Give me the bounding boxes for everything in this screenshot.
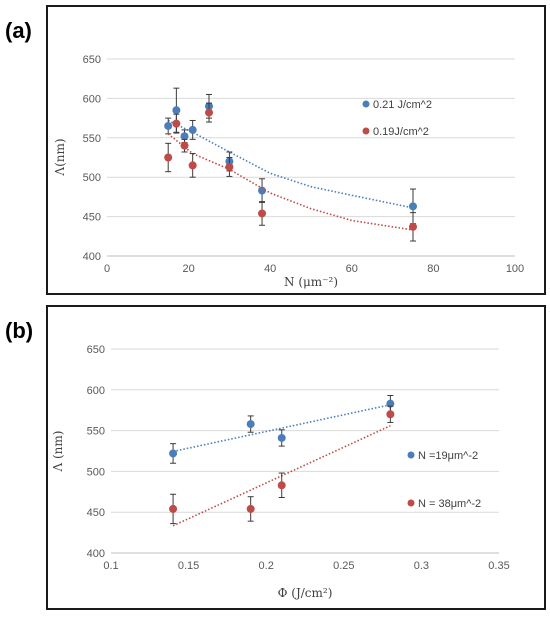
y-tick-label-a-1: 450 (83, 212, 101, 224)
data-point-a-1-3 (188, 161, 197, 170)
y-axis-title-a: Λ(nm) (53, 138, 67, 176)
x-tick-label-b-0: 0.1 (103, 560, 118, 572)
x-tick-label-a-5: 100 (506, 263, 524, 275)
data-point-a-0-7 (409, 202, 417, 211)
x-tick-label-a-1: 20 (182, 263, 194, 275)
y-tick-label-a-0: 400 (83, 251, 101, 263)
trendline-a-0 (167, 119, 414, 209)
data-point-a-1-2 (180, 141, 189, 150)
x-tick-label-b-5: 0.35 (488, 560, 509, 572)
data-point-b-1-0 (169, 504, 178, 513)
y-tick-label-b-3: 550 (87, 426, 105, 438)
data-point-a-1-4 (205, 108, 213, 117)
x-tick-label-b-1: 0.15 (178, 560, 199, 572)
legend-label-a-0: 0.21 J/cm^2 (373, 99, 432, 111)
data-point-b-0-1 (246, 420, 255, 429)
data-point-a-1-7 (409, 222, 417, 231)
x-tick-label-b-4: 0.3 (414, 560, 429, 572)
panel-b-label: (b) (5, 318, 34, 343)
data-point-a-0-6 (258, 186, 267, 195)
y-tick-label-b-0: 400 (87, 548, 105, 560)
data-point-a-0-1 (172, 106, 181, 115)
data-point-a-1-1 (172, 119, 181, 128)
data-point-b-1-2 (277, 481, 286, 490)
data-point-b-1-1 (246, 504, 255, 513)
legend-label-a-1: 0.19J/cm^2 (373, 126, 429, 138)
y-tick-label-a-2: 500 (83, 172, 101, 184)
data-point-a-0-0 (164, 121, 173, 130)
data-point-b-0-0 (169, 449, 178, 458)
data-point-b-1-3 (386, 410, 395, 419)
y-tick-label-b-2: 500 (87, 466, 105, 478)
x-axis-title-a: N (μm⁻²) (284, 275, 338, 289)
legend-marker-a-1 (362, 127, 370, 135)
x-tick-label-a-3: 60 (346, 263, 358, 275)
legend-label-b-1: N = 38μm^-2 (418, 498, 481, 510)
x-tick-label-a-4: 80 (427, 263, 439, 275)
x-tick-label-a-2: 40 (264, 263, 276, 275)
legend-marker-a-0 (362, 100, 370, 108)
x-tick-label-a-0: 0 (104, 263, 110, 275)
chart-b-frame (46, 305, 546, 610)
legend-label-b-0: N =19μm^-2 (418, 450, 478, 462)
chart-a-frame (46, 5, 546, 295)
y-tick-label-b-1: 450 (87, 507, 105, 519)
y-tick-label-b-5: 650 (87, 344, 105, 356)
data-point-a-0-3 (188, 125, 197, 134)
legend-marker-b-1 (407, 499, 415, 507)
x-tick-label-b-2: 0.2 (259, 560, 274, 572)
y-tick-label-a-5: 650 (83, 54, 101, 66)
y-axis-title-b: Λ (nm) (51, 431, 65, 473)
data-point-a-1-0 (164, 153, 173, 162)
x-tick-label-b-3: 0.25 (333, 560, 354, 572)
legend-marker-b-0 (407, 451, 415, 459)
data-point-a-0-2 (180, 132, 189, 141)
y-tick-label-b-4: 600 (87, 385, 105, 397)
x-axis-title-b: Φ (J/cm²) (278, 586, 333, 600)
panel-a-label: (a) (5, 18, 32, 43)
y-tick-label-a-3: 550 (83, 133, 101, 145)
data-point-b-0-2 (277, 433, 286, 442)
data-point-a-1-6 (258, 209, 267, 218)
data-point-a-1-5 (225, 162, 234, 171)
y-tick-label-a-4: 600 (83, 93, 101, 105)
